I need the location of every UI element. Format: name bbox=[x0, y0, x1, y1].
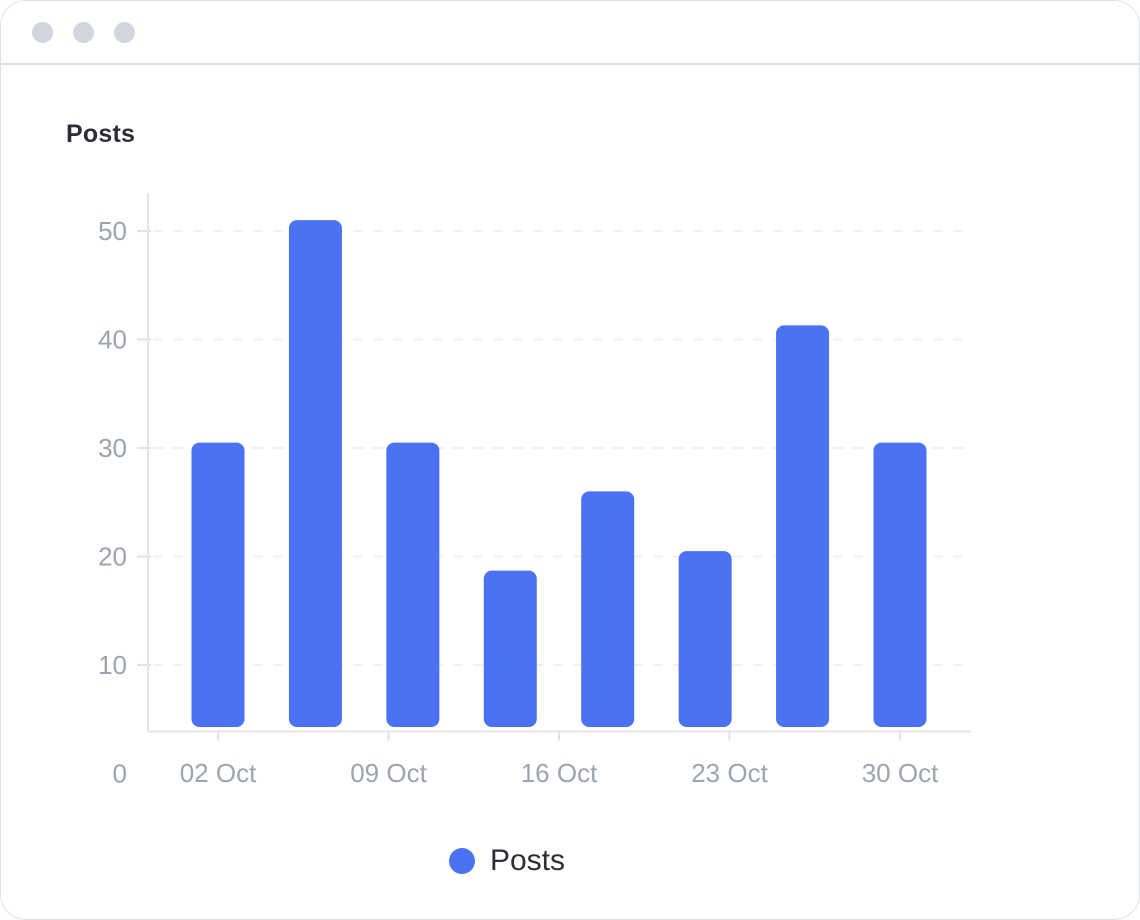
bar-chart-canvas: 0 10 20 30 40 50 02 Oct 09 Oct 16 Oct 23 Oct 30 Oc… bbox=[98, 193, 971, 789]
chart-legend: Posts bbox=[1, 844, 1139, 878]
legend-label: Posts bbox=[489, 844, 566, 877]
window-dot-icon bbox=[32, 21, 53, 43]
window-dot-icon bbox=[114, 21, 135, 43]
y-axis-label: 0 bbox=[113, 759, 127, 789]
bar-14-oct bbox=[483, 570, 537, 727]
y-axis-label: 20 bbox=[98, 542, 127, 572]
x-axis-label: 23 Oct bbox=[691, 758, 768, 788]
window-titlebar bbox=[1, 1, 1139, 65]
bar-30-oct bbox=[873, 442, 927, 727]
panel-title: Posts bbox=[66, 120, 136, 148]
bar-10-oct bbox=[386, 442, 440, 727]
window-dot-icon bbox=[73, 21, 94, 43]
legend-marker-icon bbox=[448, 848, 475, 874]
y-axis-label: 40 bbox=[98, 325, 127, 355]
y-axis-label: 10 bbox=[98, 650, 127, 680]
bar-22-oct bbox=[678, 551, 732, 727]
bar-06-oct bbox=[288, 220, 342, 727]
bar-02-oct bbox=[191, 442, 245, 727]
y-axis-label: 30 bbox=[98, 433, 127, 463]
legend-item-posts[interactable]: Posts bbox=[448, 844, 566, 878]
x-axis-label: 02 Oct bbox=[180, 758, 257, 788]
y-axis-label: 50 bbox=[98, 216, 127, 246]
x-axis-label: 30 Oct bbox=[862, 758, 939, 788]
bar-18-oct bbox=[581, 491, 635, 727]
x-axis-label: 16 Oct bbox=[521, 758, 598, 788]
bar-26-oct bbox=[776, 325, 830, 727]
x-axis-label: 09 Oct bbox=[350, 758, 427, 788]
